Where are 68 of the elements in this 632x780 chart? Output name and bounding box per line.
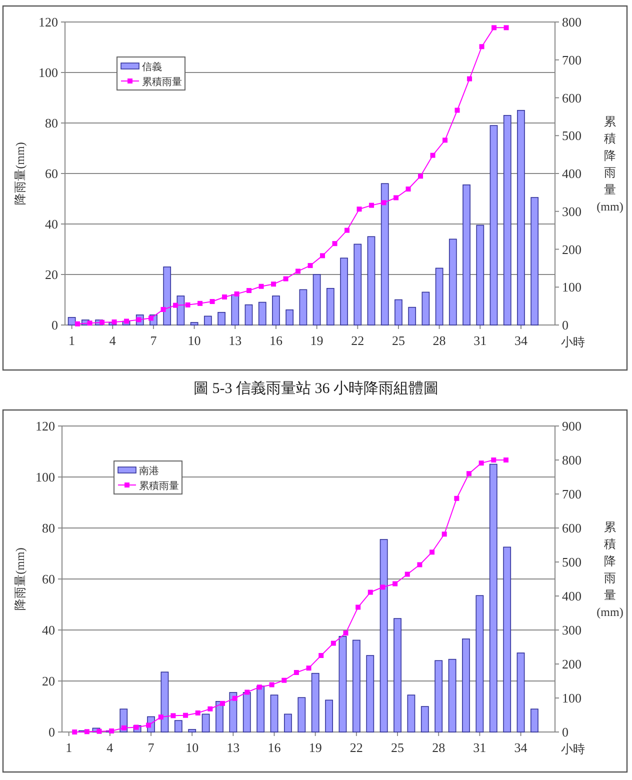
x-tick-label: 28 — [432, 740, 446, 755]
y2-tick-label: 700 — [562, 486, 582, 502]
legend-label: 累積雨量 — [139, 480, 179, 492]
x-tick-label: 4 — [109, 333, 116, 348]
y2-tick-label: 500 — [562, 554, 582, 570]
x-tick-label: 22 — [350, 740, 363, 755]
y2-tick-label: 200 — [562, 242, 582, 257]
y-tick-label: 100 — [38, 65, 58, 80]
y2-tick-label: 300 — [562, 622, 582, 638]
y-tick-label: 0 — [52, 318, 58, 332]
x-tick-label: 1 — [66, 740, 72, 755]
y-axis-title: 降雨量(mm) — [13, 548, 27, 610]
x-tick-label: 10 — [186, 740, 199, 755]
x-tick-label: 22 — [351, 333, 364, 348]
legend-label: 信義 — [142, 61, 162, 73]
y-tick-label: 60 — [42, 572, 55, 586]
y-tick-label: 40 — [45, 216, 58, 232]
x-tick-label: 13 — [228, 333, 242, 348]
y2-tick-label: 600 — [562, 90, 582, 106]
y2-tick-label: 100 — [562, 690, 582, 706]
x-tick-label: 25 — [391, 740, 404, 755]
x-axis-title: 小時 — [561, 742, 585, 756]
y2-tick-label: 900 — [562, 418, 582, 434]
x-tick-label: 25 — [392, 333, 405, 348]
x-tick-label: 31 — [474, 333, 487, 348]
x-axis-title: 小時 — [561, 335, 585, 349]
x-tick-label: 19 — [308, 740, 322, 755]
x-tick-label: 28 — [432, 333, 446, 348]
y-tick-label: 120 — [38, 14, 58, 30]
y-tick-label: 80 — [42, 520, 55, 536]
y2-tick-label: 400 — [562, 166, 582, 181]
y2-tick-label: 700 — [562, 52, 582, 68]
y2-tick-label: 300 — [562, 204, 582, 219]
x-tick-label: 34 — [514, 333, 528, 348]
y-tick-label: 60 — [45, 166, 58, 181]
y2-tick-label: 400 — [562, 588, 582, 604]
text: 圖 5-3 信義雨量站 36 小時降雨組體圖 — [194, 380, 438, 397]
y-tick-label: 20 — [45, 267, 58, 282]
x-tick-label: 13 — [226, 740, 240, 755]
x-tick-label: 16 — [268, 740, 282, 755]
y-tick-label: 20 — [42, 674, 55, 688]
x-tick-label: 7 — [150, 333, 158, 348]
x-tick-label: 4 — [106, 740, 114, 755]
x-tick-label: 1 — [68, 333, 76, 348]
y2-tick-label: 600 — [562, 520, 582, 536]
y-axis-title: 降雨量(mm) — [13, 142, 27, 205]
legend-label: 南港 — [139, 465, 159, 477]
x-tick-label: 7 — [148, 740, 155, 755]
legend-label: 累積雨量 — [142, 76, 182, 88]
y2-tick-label: 800 — [562, 14, 582, 30]
y2-tick-label: 500 — [562, 128, 582, 144]
y2-tick-label: 0 — [562, 318, 568, 332]
y-tick-label: 100 — [36, 470, 55, 484]
y2-tick-label: 200 — [562, 656, 582, 672]
y-tick-label: 120 — [36, 418, 55, 434]
x-tick-label: 16 — [269, 333, 283, 348]
x-tick-label: 10 — [188, 333, 201, 348]
x-tick-label: 19 — [310, 333, 324, 348]
x-tick-label: 31 — [473, 740, 486, 755]
y-tick-label: 0 — [48, 724, 55, 740]
y2-axis-title: 累積降雨量(mm) — [596, 114, 624, 214]
y-tick-label: 80 — [45, 116, 58, 130]
y2-tick-label: 100 — [562, 280, 582, 295]
x-tick-label: 34 — [514, 740, 528, 755]
y2-axis-title: 累積降雨量(mm) — [596, 520, 624, 619]
y-tick-label: 40 — [42, 622, 55, 638]
y2-tick-label: 800 — [562, 452, 582, 468]
y2-tick-label: 0 — [562, 724, 568, 740]
